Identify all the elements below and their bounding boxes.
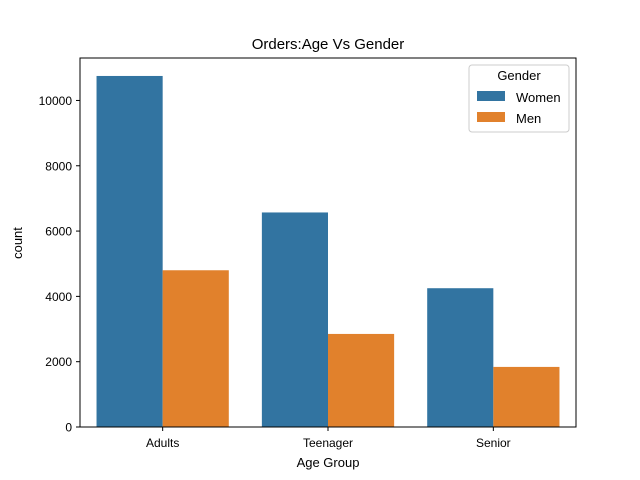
x-axis-label: Age Group [297, 455, 360, 470]
legend-swatch-men [477, 112, 505, 122]
y-tick-label: 10000 [39, 94, 73, 108]
bar-adults-men [162, 270, 229, 427]
y-tick-label: 4000 [45, 290, 72, 304]
y-axis-label: count [10, 227, 25, 259]
legend-swatch-women [477, 91, 505, 101]
legend-label-women: Women [516, 90, 561, 105]
x-tick-label: Senior [476, 436, 511, 450]
x-tick-label: Adults [146, 436, 179, 450]
x-tick-label: Teenager [303, 436, 353, 450]
bar-teenager-men [328, 333, 395, 427]
bar-teenager-women [261, 212, 328, 427]
bar-adults-women [96, 75, 163, 427]
y-tick-label: 8000 [45, 159, 72, 173]
plot-area: 0 2000 4000 6000 8000 10000 Adults Teenager Seni… [39, 57, 577, 450]
y-tick-label: 0 [65, 421, 72, 435]
axes-frame [79, 57, 577, 428]
legend: Gender Women Men [468, 64, 570, 133]
legend-title: Gender [497, 68, 541, 83]
bar-senior-women [427, 288, 494, 427]
y-tick-label: 2000 [45, 355, 72, 369]
chart-title: Orders:Age Vs Gender [252, 36, 405, 53]
y-tick-label: 6000 [45, 225, 72, 239]
bar-senior-men [493, 366, 560, 427]
legend-label-men: Men [516, 111, 541, 126]
